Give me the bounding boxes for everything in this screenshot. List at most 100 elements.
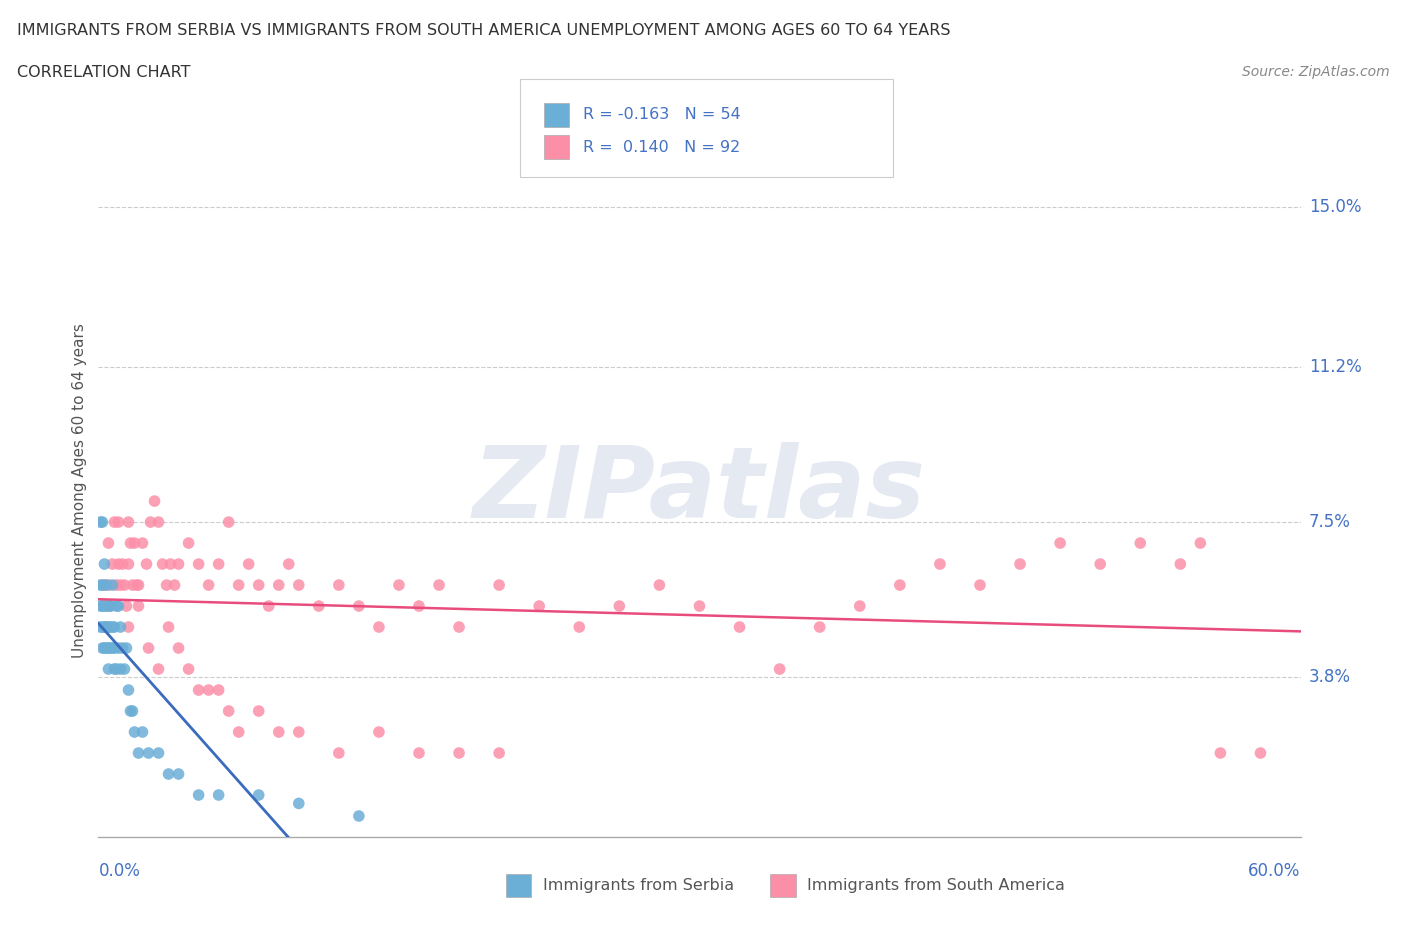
Point [97,536,120,551]
Point [91,578,114,592]
Point [177,661,200,676]
Text: IMMIGRANTS FROM SERBIA VS IMMIGRANTS FROM SOUTH AMERICA UNEMPLOYMENT AMONG AGES : IMMIGRANTS FROM SERBIA VS IMMIGRANTS FRO… [17,23,950,38]
Point [488,578,510,592]
Point [125,578,148,592]
Point [100,619,122,634]
Point [120,704,142,719]
Point [89,599,111,614]
Point [93,578,115,592]
Point [124,724,146,739]
Point [408,599,430,614]
Point [208,683,231,698]
Point [648,578,671,592]
Point [1129,536,1152,551]
Point [308,599,330,614]
Point [138,746,160,761]
Text: ZIPatlas: ZIPatlas [472,442,927,539]
Point [110,619,132,634]
Point [115,641,138,656]
Point [148,514,170,529]
Text: 60.0%: 60.0% [1249,862,1301,880]
Point [347,808,370,823]
Point [100,641,122,656]
Point [131,724,153,739]
Point [1088,557,1111,572]
Point [97,578,120,592]
Point [93,599,115,614]
Point [111,641,134,656]
Point [159,557,181,572]
Point [107,599,129,614]
Point [110,578,132,592]
Point [96,599,118,614]
Point [100,599,122,614]
Point [197,683,219,698]
Point [167,641,190,656]
Point [277,557,299,572]
Text: 7.5%: 7.5% [1309,513,1351,531]
Text: Source: ZipAtlas.com: Source: ZipAtlas.com [1241,65,1389,79]
Point [238,557,260,572]
Point [488,746,510,761]
Y-axis label: Unemployment Among Ages 60 to 64 years: Unemployment Among Ages 60 to 64 years [72,323,87,658]
Point [187,557,209,572]
Text: R = -0.163   N = 54: R = -0.163 N = 54 [583,107,741,122]
Point [163,578,186,592]
Point [1209,746,1232,761]
Point [447,619,470,634]
Point [100,599,122,614]
Point [408,746,430,761]
Point [148,746,170,761]
Point [218,514,240,529]
Point [107,514,129,529]
Point [427,578,450,592]
Point [89,619,111,634]
Point [107,557,129,572]
Point [889,578,911,592]
Point [267,578,290,592]
Text: 3.8%: 3.8% [1309,669,1351,686]
Point [688,599,710,614]
Point [167,557,190,572]
Point [89,514,111,529]
Point [177,536,200,551]
Point [328,578,350,592]
Point [1250,746,1272,761]
Point [288,578,311,592]
Point [347,599,370,614]
Point [1170,557,1192,572]
Point [368,619,391,634]
Point [89,578,111,592]
Point [808,619,831,634]
Point [115,599,138,614]
Point [247,788,270,803]
Point [247,704,270,719]
Point [96,619,118,634]
Point [93,619,115,634]
Point [91,514,114,529]
Point [103,641,125,656]
Point [111,557,134,572]
Point [368,724,391,739]
Point [267,724,290,739]
Point [257,599,280,614]
Point [143,494,166,509]
Point [105,599,128,614]
Point [1010,557,1032,572]
Point [93,641,115,656]
Point [167,766,190,781]
Point [328,746,350,761]
Point [929,557,952,572]
Point [288,796,311,811]
Point [114,578,136,592]
Point [288,724,311,739]
Point [91,599,114,614]
Point [768,661,790,676]
Point [1189,536,1212,551]
Point [110,661,132,676]
Point [447,746,470,761]
Point [849,599,872,614]
Point [105,661,128,676]
Point [197,578,219,592]
Point [117,514,139,529]
